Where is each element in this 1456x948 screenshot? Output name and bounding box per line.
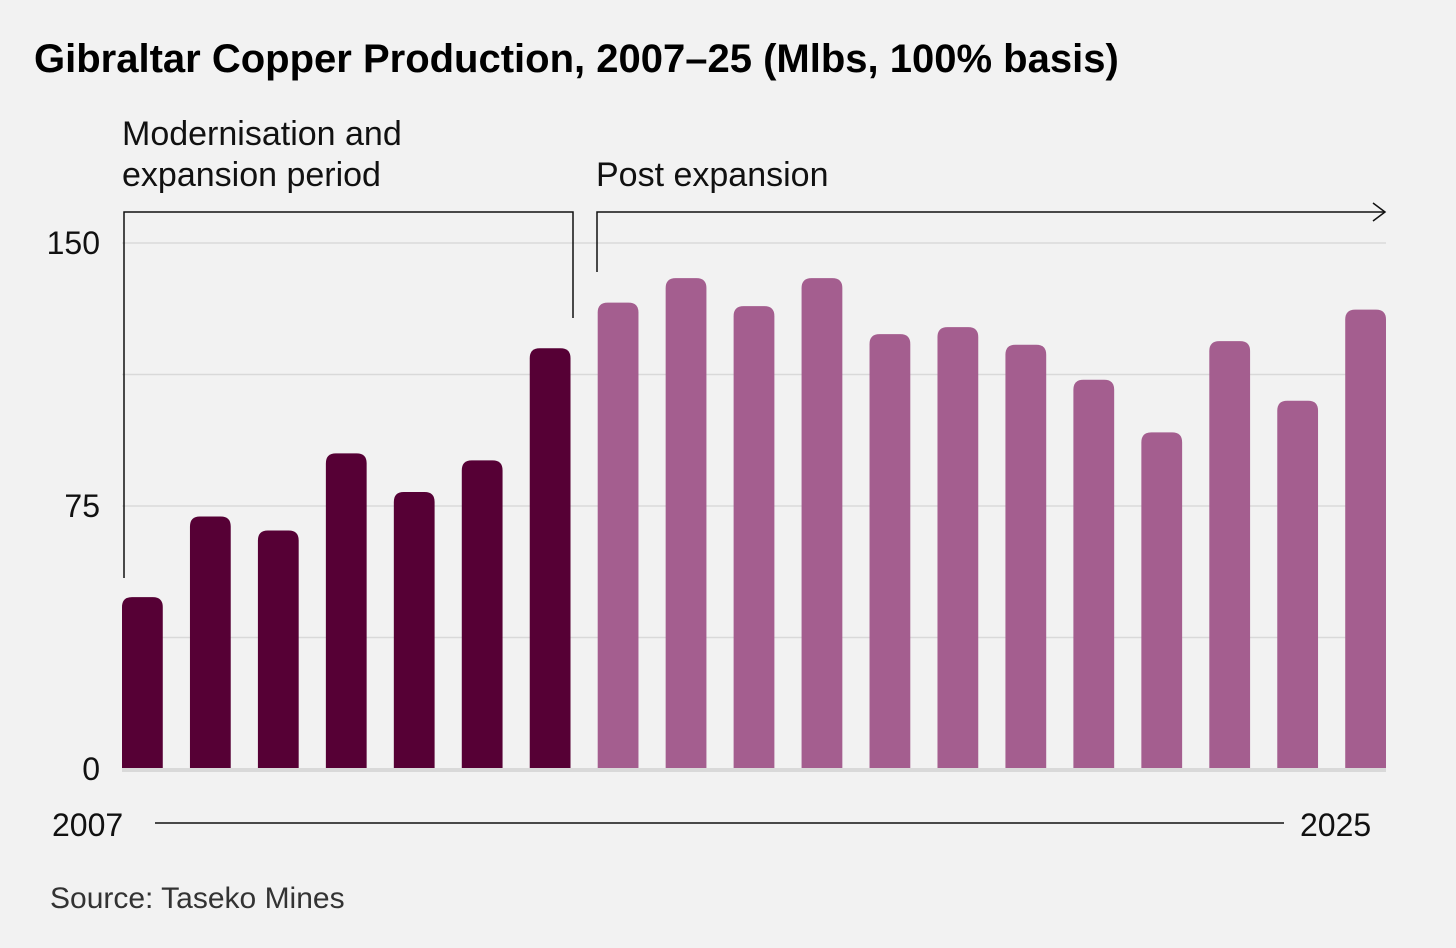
period-1-bracket (123, 211, 574, 578)
period-1-label-line2: expansion period (122, 156, 381, 194)
chart-title: Gibraltar Copper Production, 2007–25 (Ml… (34, 37, 1119, 81)
bar-2012 (461, 460, 503, 769)
bar-2023 (1209, 341, 1251, 769)
bars (122, 278, 1386, 772)
source-note: Source: Taseko Mines (50, 882, 345, 915)
period-2-bracket-arrow (596, 211, 1384, 272)
arrow-head-icon (1372, 202, 1387, 222)
bar-2025 (1345, 309, 1386, 769)
x-end-label: 2025 (1300, 807, 1371, 843)
bar-2022 (1141, 432, 1183, 769)
bar-2011 (393, 491, 435, 769)
y-tick-label-150: 150 (47, 225, 100, 261)
period-2-label: Post expansion (596, 156, 829, 194)
y-tick-label-0: 0 (82, 751, 100, 787)
bar-2020 (1005, 344, 1047, 769)
bar-2015 (665, 278, 707, 769)
bar-2021 (1073, 379, 1115, 769)
bar-2010 (325, 453, 367, 769)
bar-2016 (733, 306, 775, 769)
bar-2013 (529, 348, 571, 769)
bar-2007 (122, 597, 163, 769)
bar-2019 (937, 327, 979, 769)
y-axis-ticks: 0 75 150 (47, 225, 100, 787)
bar-2024 (1277, 400, 1319, 769)
bar-2014 (597, 302, 639, 769)
y-tick-label-75: 75 (64, 488, 100, 524)
x-start-label: 2007 (52, 807, 123, 843)
bar-2009 (257, 530, 299, 769)
bar-2008 (189, 516, 231, 769)
bar-2018 (869, 334, 911, 769)
bar-2017 (801, 278, 843, 769)
period-1-label-line1: Modernisation and (122, 115, 402, 153)
